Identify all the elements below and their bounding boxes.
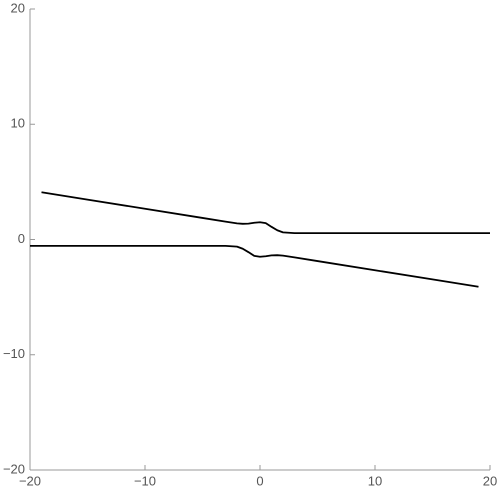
x-tick-label: 0 — [256, 473, 263, 488]
line — [30, 244, 479, 288]
y-tick-label: 20 — [11, 0, 25, 15]
line — [41, 191, 490, 235]
x-tick-label: −10 — [134, 473, 156, 488]
y-tick-label: −20 — [3, 461, 25, 476]
y-tick-label: −10 — [3, 346, 25, 361]
y-tick-label: 0 — [18, 231, 25, 246]
x-tick-label: 20 — [483, 473, 497, 488]
x-tick-label: 10 — [368, 473, 382, 488]
x-tick-label: −20 — [19, 473, 41, 488]
y-tick-label: 10 — [11, 116, 25, 131]
